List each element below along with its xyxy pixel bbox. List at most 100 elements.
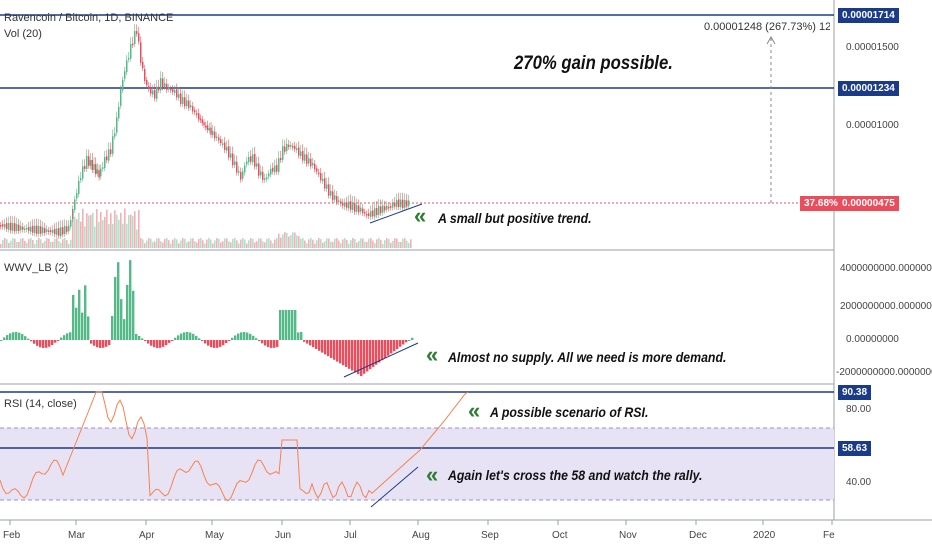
candle-body	[284, 146, 286, 152]
candle-body	[198, 113, 200, 120]
wwv-tick-2: 2000000000.00000000	[840, 301, 932, 312]
candle-body	[20, 226, 22, 231]
candle-body	[128, 57, 130, 60]
candle-body	[62, 227, 64, 235]
volume-bar	[250, 238, 252, 248]
candle-body	[176, 89, 178, 98]
rsi-label: RSI (14, close)	[4, 398, 77, 410]
candle-body	[214, 131, 216, 139]
wwv-bar	[219, 340, 222, 347]
candle-body	[370, 211, 372, 217]
candle-body	[318, 172, 320, 175]
candle-body	[238, 171, 240, 173]
wwv-bar	[384, 340, 387, 358]
volume-bar	[0, 244, 2, 248]
candle-body	[190, 105, 192, 108]
volume-bar	[284, 232, 286, 248]
volume-bar	[4, 238, 6, 248]
wwv-bar	[114, 276, 117, 340]
candle-body	[122, 79, 124, 91]
wwv-bar	[186, 332, 189, 340]
chevron-icon: «	[414, 203, 427, 228]
volume-bar	[354, 239, 356, 248]
volume-bar	[374, 243, 376, 248]
volume-bar	[300, 238, 302, 248]
candle-body	[208, 128, 210, 131]
wwv-bar	[93, 340, 96, 346]
volume-bar	[48, 238, 50, 248]
wwv-bar	[375, 340, 378, 365]
volume-bar	[120, 212, 122, 248]
wwv-bar	[3, 337, 6, 340]
volume-bar	[280, 237, 282, 248]
volume-bar	[350, 240, 352, 248]
candle-body	[220, 139, 222, 144]
volume-bar	[204, 243, 206, 248]
candle-body	[89, 160, 92, 166]
volume-bar	[222, 241, 224, 248]
time-label-dec: Dec	[689, 530, 707, 541]
volume-bar	[116, 214, 118, 248]
candle-body	[262, 172, 264, 180]
volume-bar	[348, 243, 350, 248]
candle-body	[226, 146, 228, 151]
candle-body	[8, 223, 10, 230]
wwv-bar	[36, 340, 39, 346]
wwv-bar	[231, 337, 234, 340]
volume-bar	[150, 238, 152, 248]
candle-body	[308, 158, 310, 164]
time-label-may: May	[205, 530, 224, 541]
candle-body	[4, 223, 6, 228]
volume-bar	[40, 239, 42, 248]
candle-body	[93, 164, 95, 170]
wwv-bar	[237, 333, 240, 340]
candle-body	[205, 125, 207, 128]
volume-bar	[178, 243, 180, 248]
wwv-bar	[168, 340, 171, 343]
volume-bar	[108, 223, 110, 248]
candle-body	[56, 228, 58, 235]
candle-body	[242, 171, 244, 179]
volume-bar	[188, 241, 190, 248]
wwv-bar	[234, 335, 237, 340]
volume-bar	[270, 240, 272, 248]
volume-bar	[74, 216, 76, 248]
volume-bar	[410, 239, 412, 248]
wwv-bar	[357, 340, 360, 375]
candle-body	[372, 210, 374, 217]
wwv-bar	[243, 332, 246, 340]
volume-bar	[214, 240, 216, 248]
candle-body	[282, 146, 284, 160]
wwv-bar	[75, 307, 78, 340]
candle-body	[386, 205, 388, 210]
wwv-bar	[156, 340, 159, 348]
wwv-bar	[372, 340, 375, 367]
candle-body	[230, 153, 232, 158]
volume-bar	[330, 241, 332, 248]
wwv-bar	[291, 310, 294, 340]
candle-body	[80, 178, 82, 181]
volume-bar	[344, 238, 346, 248]
volume-bar	[404, 238, 406, 248]
candle-body	[54, 228, 56, 235]
volume-bar	[24, 240, 26, 248]
candle-body	[266, 177, 268, 180]
candle-body	[270, 168, 272, 175]
candle-body	[158, 86, 160, 91]
wwv-bar	[174, 337, 177, 340]
time-label-aug: Aug	[412, 530, 430, 541]
wwv-bar	[309, 340, 312, 346]
candle-body	[34, 225, 36, 234]
candle-body	[142, 61, 144, 69]
candle-body	[408, 200, 410, 206]
candle-body	[100, 168, 102, 177]
candle-body	[88, 156, 90, 166]
candle-body	[12, 223, 14, 231]
rsi-trendline	[370, 466, 419, 508]
wwv-bar	[201, 340, 204, 341]
volume-bar	[228, 241, 230, 248]
volume-bar	[378, 238, 380, 248]
volume-bar	[90, 214, 92, 248]
candle-body	[78, 180, 80, 195]
